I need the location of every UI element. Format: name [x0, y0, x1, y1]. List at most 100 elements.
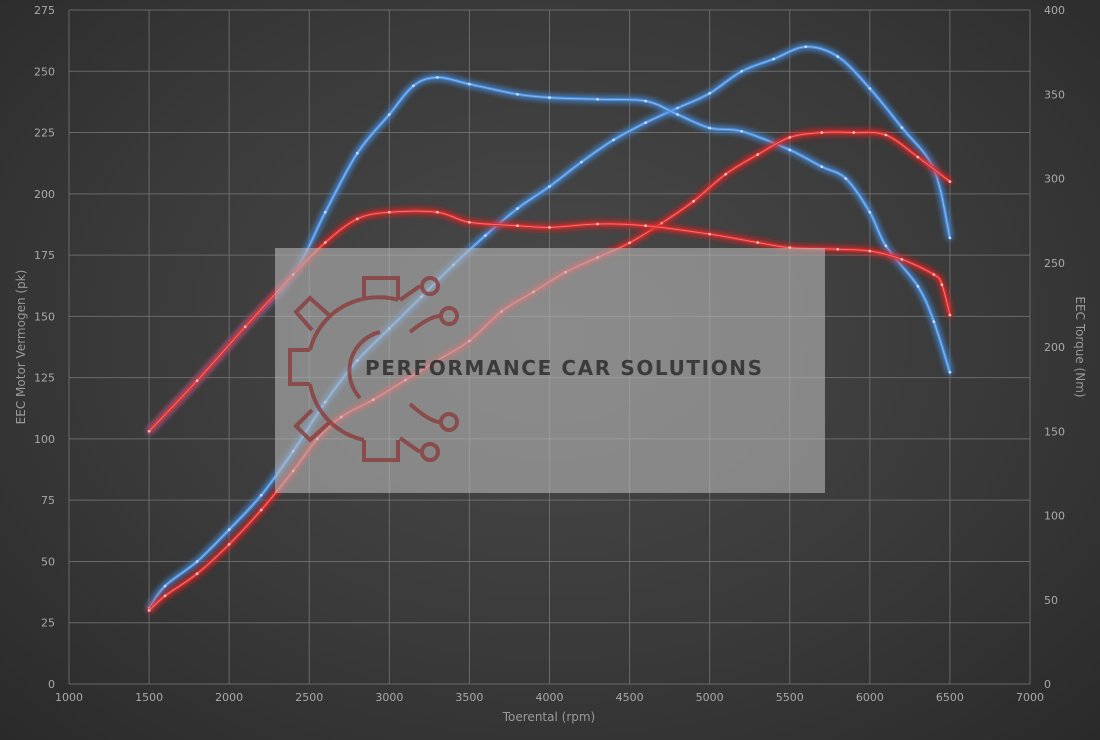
data-point — [259, 508, 263, 512]
y-left-tick-label: 25 — [41, 617, 55, 630]
data-point — [163, 594, 167, 598]
data-point — [388, 113, 391, 116]
data-point — [756, 241, 759, 244]
data-point — [356, 151, 359, 155]
y-right-tick-label: 150 — [1044, 425, 1065, 438]
y-right-tick-label: 400 — [1044, 4, 1065, 17]
y-axis-right-title: EEC Torque (Nm) — [1073, 296, 1087, 397]
y-right-tick-label: 250 — [1044, 257, 1065, 270]
data-point — [195, 572, 199, 575]
y-left-tick-label: 250 — [34, 65, 55, 78]
x-tick-label: 4000 — [536, 691, 564, 704]
data-point — [788, 136, 792, 139]
data-point — [195, 379, 199, 383]
y-left-tick-label: 100 — [34, 433, 55, 446]
y-axis-left-title: EEC Motor Vermogen (pk) — [14, 270, 28, 425]
data-point — [948, 313, 952, 317]
y-left-tick-label: 75 — [41, 494, 55, 507]
x-tick-label: 6000 — [856, 691, 884, 704]
y-left-tick-label: 225 — [34, 127, 55, 140]
data-point — [708, 92, 711, 95]
data-point — [644, 121, 647, 124]
data-point — [644, 224, 647, 227]
x-tick-label: 3500 — [455, 691, 483, 704]
data-point — [788, 148, 792, 152]
data-point — [884, 133, 888, 137]
x-tick-label: 7000 — [1016, 691, 1044, 704]
x-tick-label: 3000 — [375, 691, 403, 704]
x-tick-label: 4500 — [616, 691, 644, 704]
data-point — [548, 226, 551, 229]
data-point — [740, 130, 743, 133]
x-tick-label: 1500 — [135, 691, 163, 704]
data-point — [676, 106, 679, 110]
data-point — [692, 199, 695, 203]
data-point — [628, 241, 631, 245]
y-left-tick-label: 150 — [34, 310, 55, 323]
data-point — [227, 528, 231, 531]
data-point — [612, 138, 615, 142]
data-point — [259, 494, 263, 497]
data-point — [772, 57, 775, 61]
data-point — [916, 285, 920, 288]
data-point — [324, 210, 327, 214]
data-point — [195, 560, 199, 563]
y-left-tick-label: 175 — [34, 249, 55, 262]
data-point — [820, 165, 824, 168]
data-point — [468, 221, 471, 224]
data-point — [356, 217, 359, 221]
data-point — [708, 126, 711, 130]
data-point — [900, 258, 904, 261]
x-tick-label: 6500 — [936, 691, 964, 704]
data-point — [436, 210, 439, 214]
y-right-tick-label: 100 — [1044, 510, 1065, 523]
data-point — [548, 185, 551, 188]
watermark: PERFORMANCE CAR SOLUTIONS — [275, 248, 825, 493]
data-point — [324, 241, 327, 244]
data-point — [884, 244, 888, 248]
data-point — [516, 224, 519, 227]
data-point — [644, 99, 647, 103]
y-right-tick-label: 50 — [1044, 594, 1058, 607]
x-tick-label: 2500 — [295, 691, 323, 704]
data-point — [756, 153, 759, 156]
data-point — [147, 609, 151, 612]
y-left-tick-label: 0 — [48, 678, 55, 691]
data-point — [468, 82, 471, 86]
data-point — [660, 221, 663, 225]
data-point — [836, 248, 840, 251]
data-point — [724, 172, 727, 176]
watermark-text: PERFORMANCE CAR SOLUTIONS — [365, 356, 764, 380]
data-point — [412, 84, 415, 88]
data-point — [868, 87, 872, 90]
data-point — [484, 234, 487, 237]
y-left-tick-label: 275 — [34, 4, 55, 17]
data-point — [804, 45, 808, 49]
data-point — [596, 98, 599, 101]
data-point — [900, 126, 904, 129]
data-point — [948, 180, 952, 183]
data-point — [676, 113, 679, 116]
x-tick-label: 5000 — [696, 691, 724, 704]
data-point — [868, 210, 872, 214]
x-tick-label: 2000 — [215, 691, 243, 704]
y-right-tick-label: 350 — [1044, 88, 1065, 101]
data-point — [844, 177, 848, 180]
data-point — [932, 273, 936, 276]
data-point — [916, 155, 920, 159]
data-point — [147, 430, 151, 433]
data-point — [836, 55, 840, 58]
data-point — [516, 207, 519, 210]
y-left-tick-label: 125 — [34, 372, 55, 385]
data-point — [163, 584, 167, 588]
y-right-tick-label: 200 — [1044, 341, 1065, 354]
data-point — [868, 249, 872, 253]
data-point — [580, 160, 583, 164]
x-tick-label: 5500 — [776, 691, 804, 704]
y-right-tick-label: 300 — [1044, 173, 1065, 186]
x-axis-title: Toerental (rpm) — [502, 710, 595, 724]
data-point — [740, 70, 743, 73]
watermark-box — [275, 248, 825, 493]
y-left-tick-label: 50 — [41, 555, 55, 568]
